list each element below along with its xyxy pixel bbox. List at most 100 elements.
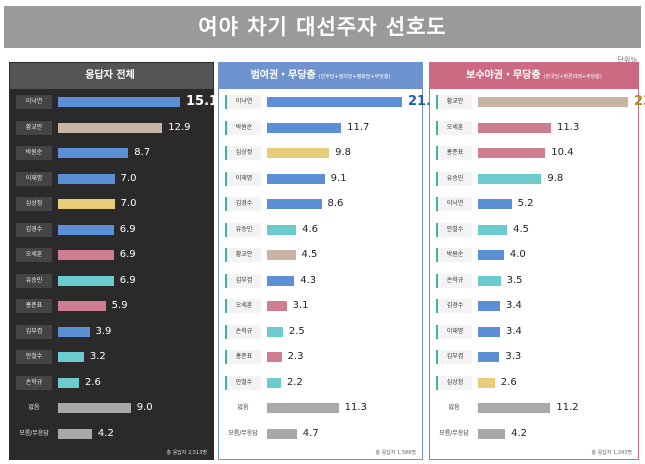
bar-category-label: 없음 [28, 404, 40, 411]
bar [58, 326, 90, 337]
bar-category-label: 김경수 [436, 299, 472, 313]
bar-row: 없음 9.0 [10, 399, 213, 417]
bar [58, 250, 114, 260]
bar-value-label: 2.6 [500, 376, 517, 388]
bar [267, 224, 297, 235]
bar-category-label: 이재명 [16, 171, 52, 186]
bar [478, 403, 551, 413]
bar-category-label: 이재명 [436, 324, 472, 339]
bar-value-label: 11.3 [344, 402, 367, 413]
panel-title: 응답자 전체 [85, 70, 135, 81]
bar-value-label: 15.1 [186, 94, 219, 109]
bar [58, 301, 106, 311]
bar [267, 403, 339, 413]
bar-row: 김부겸 3.3 [430, 348, 638, 366]
bar [58, 377, 79, 388]
bar-value-label: 3.5 [506, 274, 523, 286]
bar-value-label: 4.5 [513, 223, 529, 235]
bar-value-label: 10.4 [551, 147, 574, 158]
bar-row: 손학규 2.5 [219, 323, 422, 341]
bar-row: 손학규 2.6 [10, 374, 213, 392]
bar-category-label: 김경수 [225, 197, 261, 211]
bar-category-label: 이낙연 [436, 197, 472, 211]
bar-value-label: 6.9 [119, 249, 136, 260]
bar-row: 안철수 4.5 [430, 221, 638, 239]
bar-row: 심상정 7.0 [10, 195, 213, 213]
bar [58, 428, 92, 439]
bar-category-label: 유승민 [225, 222, 261, 237]
bar-value-label: 9.1 [330, 172, 347, 184]
bar-category-label: 심상정 [225, 146, 261, 160]
bar-row: 이낙연 15.1 [10, 93, 218, 111]
bar-value-label: 4.2 [511, 427, 528, 439]
bar [478, 97, 628, 107]
bar [478, 199, 512, 209]
bar-category-label: 황교안 [436, 95, 472, 109]
panel-conservative-bloc: 보수야권・무당층(한국당+바른미래+무당층) 황교안 23.2 오세훈 11.3 홍준표… [429, 62, 645, 460]
bar [478, 173, 542, 184]
bar-category-label: 손학규 [16, 375, 52, 390]
bar-category-label: 손학규 [225, 324, 261, 339]
bar-row: 박원순 11.7 [219, 119, 422, 137]
bar-value-label: 2.3 [287, 351, 304, 362]
bar-category-label: 김경수 [16, 222, 52, 237]
bar-row: 황교안 12.9 [10, 119, 213, 137]
bar [58, 224, 114, 235]
bar-category-label: 홍준표 [436, 146, 472, 160]
panel-footnote: 총 응답자 1,243명 [591, 450, 633, 456]
bar [267, 352, 282, 362]
bar [478, 224, 508, 235]
bar-category-label: 이재명 [225, 171, 261, 186]
bar [58, 97, 180, 107]
bar [478, 301, 500, 311]
bar-category-label: 박원순 [16, 146, 52, 160]
bar-value-label: 4.2 [97, 427, 114, 439]
bar-value-label: 3.3 [505, 351, 522, 362]
bar-category-label: 김부겸 [225, 273, 261, 288]
bar-value-label: 9.8 [547, 172, 564, 184]
bar-row: 오세훈 3.1 [219, 297, 422, 315]
bar-category-label: 홍준표 [225, 350, 261, 364]
bar [267, 428, 297, 439]
bar [267, 377, 281, 388]
bar-row: 홍준표 2.3 [219, 348, 422, 366]
bar-row: 유승민 4.6 [219, 221, 422, 239]
bar-category-label: 박원순 [436, 248, 472, 262]
bar-value-label: 12.9 [168, 121, 191, 133]
bar [478, 326, 500, 337]
bar-category-label: 모름/무응답 [19, 429, 49, 437]
bar-category-label: 오세훈 [16, 248, 52, 262]
bar-category-label: 홍준표 [16, 299, 52, 313]
bar-category-label: 박원순 [225, 120, 261, 135]
bar-category-label: 이낙연 [225, 95, 261, 109]
bar-category-label: 없음 [237, 404, 249, 411]
bar-row: 이재명 9.1 [219, 170, 422, 188]
panel-title: 보수야권・무당층 [466, 70, 541, 81]
bar-category-label: 유승민 [436, 171, 472, 186]
bar-value-label: 3.9 [95, 325, 112, 337]
bar [267, 122, 342, 133]
bar-value-label: 9.0 [136, 402, 153, 413]
bar-value-label: 6.9 [119, 223, 136, 235]
bar [478, 275, 501, 286]
bar-row: 없음 11.2 [430, 399, 638, 417]
bar-row: 황교안 4.5 [219, 246, 422, 264]
panel-footnote: 총 응답자 1,586명 [375, 450, 417, 456]
panel-subtitle: (민주당+정의당+평화당+무당층) [318, 74, 391, 80]
bar [267, 148, 330, 158]
bar [267, 326, 283, 337]
bar-row: 심상정 9.8 [219, 144, 422, 162]
bar-value-label: 8.6 [327, 198, 344, 209]
bar-value-label: 4.7 [302, 427, 319, 439]
bar [267, 97, 402, 107]
bar [267, 301, 287, 311]
bar-category-label: 모름/무응답 [228, 429, 258, 437]
bar [478, 122, 552, 133]
bar-category-label: 심상정 [16, 197, 52, 211]
bar [267, 173, 325, 184]
bar-row: 유승민 9.8 [430, 170, 638, 188]
bar-category-label: 오세훈 [225, 299, 261, 313]
bar-value-label: 11.2 [556, 402, 579, 413]
bar-value-label: 4.0 [509, 249, 526, 260]
bar-value-label: 2.6 [85, 376, 101, 388]
